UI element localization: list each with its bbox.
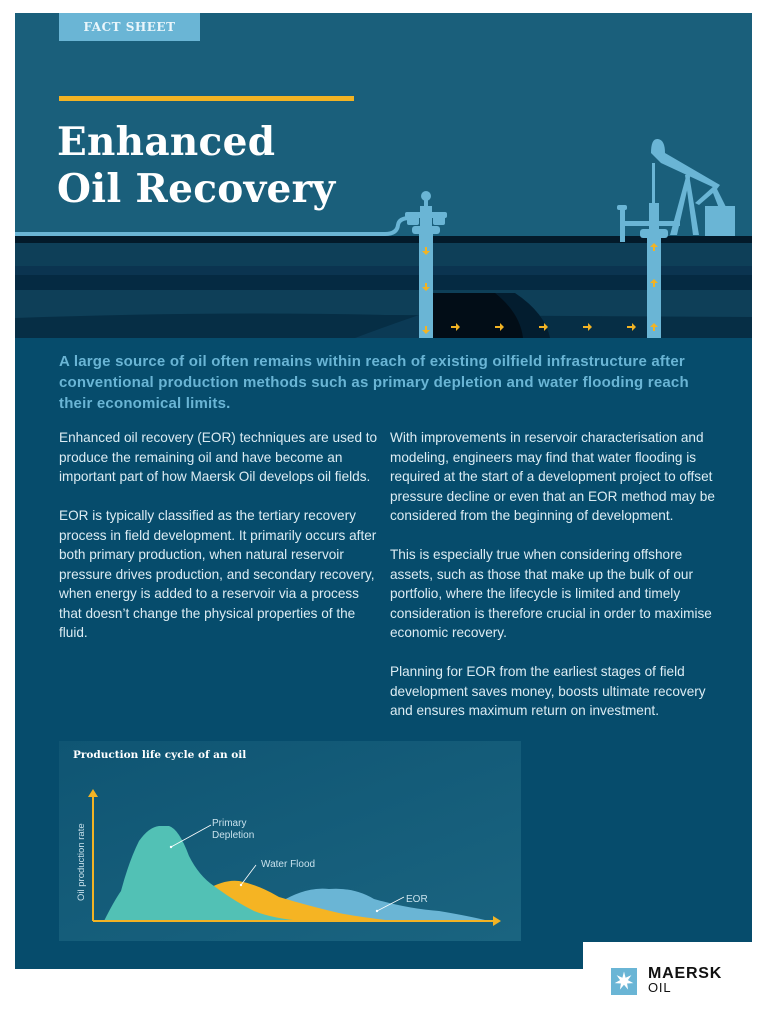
logo-line-1: MAERSK bbox=[648, 965, 723, 982]
body-column-right: With improvements in reservoir character… bbox=[390, 428, 725, 740]
body-paragraph: This is especially true when considering… bbox=[390, 547, 712, 640]
svg-text:EOR: EOR bbox=[406, 894, 428, 905]
fact-sheet-tag: FACT SHEET bbox=[59, 13, 200, 41]
title-accent-rule bbox=[59, 96, 354, 101]
svg-text:Primary: Primary bbox=[212, 818, 246, 829]
svg-text:Oil production rate: Oil production rate bbox=[76, 823, 87, 901]
seven-pointed-star-icon bbox=[611, 967, 637, 995]
fact-sheet-page: FACT SHEET Enhanced Oil Recovery A large… bbox=[15, 13, 752, 969]
production-lifecycle-chart: Primary Depletion Water Flood EOR Oil pr… bbox=[59, 741, 521, 941]
body-paragraph: With improvements in reservoir character… bbox=[390, 430, 715, 523]
maersk-oil-logo: MAERSK OIL bbox=[611, 965, 723, 995]
body-paragraph: Planning for EOR from the earliest stage… bbox=[390, 664, 706, 718]
oilfield-illustration bbox=[15, 138, 752, 338]
svg-text:Water Flood: Water Flood bbox=[261, 859, 315, 870]
page-title: Enhanced Oil Recovery bbox=[57, 119, 335, 213]
logo-line-2: OIL bbox=[648, 980, 672, 995]
title-line-1: Enhanced bbox=[57, 119, 276, 165]
hero-banner: FACT SHEET Enhanced Oil Recovery bbox=[15, 13, 752, 338]
primary-depletion-area bbox=[104, 826, 304, 921]
body-paragraph: Enhanced oil recovery (EOR) techniques a… bbox=[59, 430, 378, 484]
chart-plot: Primary Depletion Water Flood EOR Oil pr… bbox=[76, 789, 501, 926]
title-line-2: Oil Recovery bbox=[57, 166, 336, 212]
body-column-left: Enhanced oil recovery (EOR) techniques a… bbox=[59, 428, 384, 662]
body-paragraph: EOR is typically classified as the terti… bbox=[59, 508, 377, 640]
flow-arrow-icon bbox=[422, 243, 658, 334]
intro-paragraph: A large source of oil often remains with… bbox=[59, 353, 689, 412]
svg-text:Depletion: Depletion bbox=[212, 830, 254, 841]
chart-title: Production life cycle of an oil bbox=[73, 749, 247, 761]
